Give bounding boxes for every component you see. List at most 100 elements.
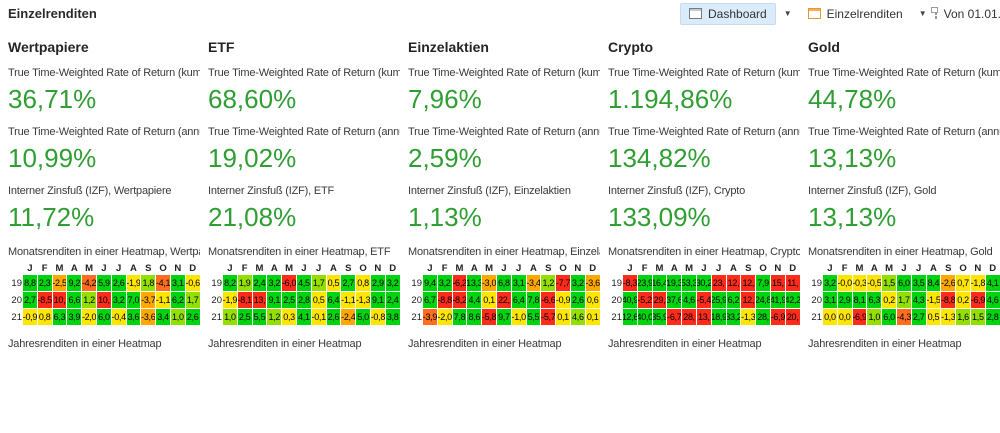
heatmap-cell: -1,9: [223, 292, 237, 308]
heatmap-cell: -4,1: [156, 275, 170, 291]
heatmap-cell: 6,0: [96, 309, 111, 325]
ttwror-annualized-label: True Time-Weighted Rate of Return (annua: [608, 126, 800, 138]
heatmap-cell: 0,5: [326, 275, 341, 291]
toolbar: Dashboard ▼ Einzelrenditen ▼ Von 01.01.2…: [680, 2, 1000, 25]
month-header-label: J: [116, 263, 122, 274]
heatmap-cell: 12,: [741, 292, 756, 308]
heatmap-cell: 1,9: [237, 275, 252, 291]
heatmap-cell: 6,0: [896, 275, 911, 291]
ttwror-annualized-value: 134,82%: [608, 143, 711, 173]
heatmap-cell: -6,9: [770, 309, 785, 325]
heatmap-cell: 13,3: [467, 275, 482, 291]
view-caret-icon[interactable]: ▼: [918, 9, 927, 18]
month-header-label: J: [827, 263, 833, 274]
heatmap-year-label: 19: [11, 277, 22, 289]
heatmap-cell: 2,8: [985, 309, 1000, 325]
ttwror-cumulative-label: True Time-Weighted Rate of Return (kumu: [808, 67, 1000, 79]
month-header-label: M: [485, 263, 494, 274]
month-header-label: A: [670, 263, 678, 274]
popout-icon[interactable]: [930, 7, 938, 19]
month-header-label: M: [885, 263, 894, 274]
heatmap-cell: 0,5: [926, 309, 941, 325]
izf-label: Interner Zinsfuß (IZF), Wertpapiere: [8, 185, 172, 197]
heatmap-cell: 3,5: [911, 275, 926, 291]
ttwror-annualized-label: True Time-Weighted Rate of Return (annua: [8, 126, 200, 138]
heatmap-cell: -3,9: [423, 309, 437, 325]
izf-value: 21,08%: [208, 202, 297, 232]
heatmap-cell: -1,1: [156, 292, 170, 308]
heatmap-cell: 41,9: [770, 292, 785, 308]
month-header-label: A: [130, 263, 137, 274]
heatmap-row: 21 12,6 40,0 35,9 -6,7 28, 13, 18,9 33,2 -1,3 28, -…: [608, 309, 800, 325]
heatmap-cell: 9,7: [496, 309, 511, 325]
heatmap-cell: -1,3: [741, 309, 756, 325]
heatmap-cell: -1,3: [356, 292, 370, 308]
izf-label: Interner Zinsfuß (IZF), Crypto: [608, 185, 746, 197]
month-header-label: M: [455, 263, 464, 274]
heatmap-cell: 5,5: [252, 309, 267, 325]
heatmap-cell: 23,9: [637, 275, 652, 291]
izf-value: 13,13%: [808, 202, 897, 232]
heatmap-cell: 7,0: [126, 292, 141, 308]
heatmap-cell: 22,: [496, 292, 511, 308]
dashboard-caret-icon[interactable]: ▼: [783, 9, 792, 18]
date-range-label[interactable]: Von 01.01.2019: [943, 6, 1000, 21]
heatmap-cell: -0,9: [556, 292, 570, 308]
heatmap-cell: 1,2: [541, 275, 556, 291]
heatmap-cell: -0,5: [867, 275, 882, 291]
heatmap-cell: 1,0: [170, 309, 185, 325]
month-header-label: F: [841, 263, 848, 274]
heatmap-year-label: 20: [411, 294, 422, 306]
heatmap-cell: -6,0: [282, 275, 296, 291]
heatmap-cell: 0,0: [823, 309, 837, 325]
heatmap-cell: 20,: [785, 309, 800, 325]
heatmap-cell: -1,8: [970, 275, 985, 291]
heatmap-cell: 6,6: [67, 292, 82, 308]
izf-value: 133,09%: [608, 202, 711, 232]
heatmap-cell: 1,7: [185, 292, 200, 308]
column-title: Crypto: [608, 39, 654, 55]
column-title: Wertpapiere: [8, 39, 89, 55]
month-header-label: A: [470, 263, 478, 274]
heatmap-year-label: 20: [211, 294, 222, 306]
heatmap-cell: -3,7: [141, 292, 156, 308]
heatmap-cell: 2,8: [296, 292, 311, 308]
month-header-label: N: [374, 263, 382, 274]
month-header-label: O: [959, 263, 967, 274]
heatmap-cell: 0,2: [956, 292, 970, 308]
heatmap-cell: 13,: [696, 309, 711, 325]
ttwror-cumulative-label: True Time-Weighted Rate of Return (kumu: [608, 67, 800, 79]
month-header-label: S: [945, 263, 952, 274]
heatmap-cell: -8,8: [941, 292, 956, 308]
view-selector-label: Einzelrenditen: [826, 6, 903, 21]
ttwror-cumulative-label: True Time-Weighted Rate of Return (kumu: [208, 67, 400, 79]
heatmap-cell: 33,2: [726, 309, 741, 325]
heatmap-cell: -6,9: [852, 309, 867, 325]
heatmap-cell: 16,4: [652, 275, 667, 291]
heatmap-row: 20 2,7 -8,5 10, 6,6 1,2 10, 3,2 7,0 -3,7 -1,1 6,2 1,…: [8, 292, 200, 308]
heatmap-cell: 4,6: [570, 309, 585, 325]
month-header-label: S: [345, 263, 352, 274]
heatmap-cell: 4,5: [296, 275, 311, 291]
month-header-label: J: [301, 263, 307, 274]
month-header-label: J: [27, 263, 33, 274]
heatmap-cell: 4,6: [985, 292, 1000, 308]
dashboard-selector-button[interactable]: Dashboard: [680, 2, 776, 25]
heatmap-cell: 4,1: [296, 309, 311, 325]
month-header-label: F: [441, 263, 448, 274]
annual-heatmap-title: Jahresrenditen in einer Heatmap: [408, 338, 562, 350]
asset-column-gold: Gold True Time-Weighted Rate of Return (k…: [800, 27, 1000, 350]
heatmap-year-label: 20: [11, 294, 22, 306]
heatmap-cell: 0,1: [556, 309, 570, 325]
month-header-label: J: [716, 263, 722, 274]
heatmap-cell: 2,9: [370, 275, 385, 291]
view-selector-button[interactable]: Einzelrenditen: [800, 4, 911, 24]
heatmap-cell: 0,0: [837, 309, 852, 325]
izf-label: Interner Zinsfuß (IZF), Gold: [808, 185, 937, 197]
column-title: ETF: [208, 39, 235, 55]
heatmap-cell: 25,9: [711, 292, 726, 308]
heatmap-cell: 0,7: [956, 275, 970, 291]
month-header-label: M: [255, 263, 264, 274]
izf-value: 1,13%: [408, 202, 482, 232]
